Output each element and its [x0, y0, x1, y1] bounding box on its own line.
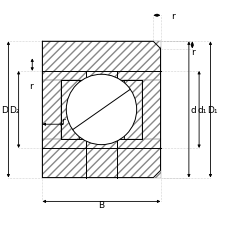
Text: D: D: [2, 106, 8, 114]
Text: B: B: [98, 200, 104, 209]
Text: D₁: D₁: [207, 106, 217, 114]
Bar: [60, 81, 79, 139]
Bar: [123, 81, 142, 139]
Bar: [142, 81, 160, 139]
Text: r: r: [61, 117, 65, 126]
Text: d: d: [190, 106, 195, 114]
Bar: [42, 139, 160, 178]
Text: r: r: [29, 82, 33, 91]
Circle shape: [66, 75, 136, 145]
Text: r: r: [191, 48, 194, 57]
Bar: [42, 81, 60, 139]
Bar: [42, 42, 160, 178]
Bar: [42, 42, 160, 81]
Bar: [123, 81, 142, 139]
Text: D₂: D₂: [9, 106, 20, 114]
Bar: [60, 81, 79, 139]
Text: d₁: d₁: [197, 106, 206, 114]
Text: r: r: [170, 12, 174, 21]
